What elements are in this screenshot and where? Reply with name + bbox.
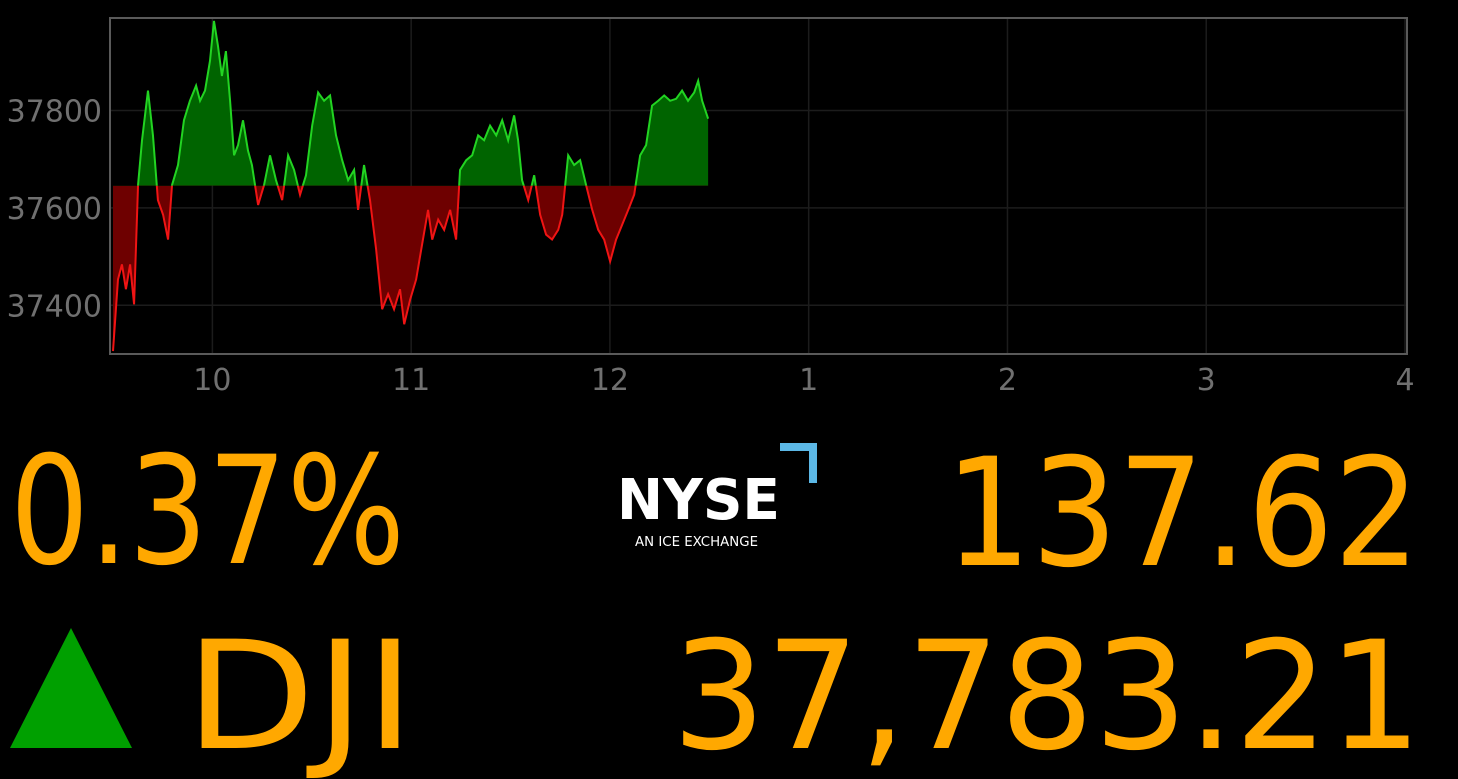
x-tick-label: 4 xyxy=(1395,363,1414,398)
x-tick-label: 3 xyxy=(1197,363,1216,398)
last-price: 37,783.21 xyxy=(672,610,1422,779)
plot-frame xyxy=(109,17,1408,355)
nyse-logo: NYSE AN ICE EXCHANGE xyxy=(617,443,817,550)
x-tick-label: 2 xyxy=(998,363,1017,398)
y-tick-label: 37400 xyxy=(7,289,102,324)
logo-tagline: AN ICE EXCHANGE xyxy=(635,535,758,550)
y-tick-label: 37800 xyxy=(7,95,102,130)
change: 137.62 xyxy=(945,427,1420,601)
logo-name: NYSE xyxy=(617,468,780,533)
x-tick-label: 10 xyxy=(193,363,231,398)
symbol: DJI xyxy=(185,610,415,779)
x-tick-label: 11 xyxy=(392,363,430,398)
up-arrow xyxy=(10,628,132,748)
area-up xyxy=(113,20,709,186)
x-tick-label: 12 xyxy=(591,363,629,398)
area-down xyxy=(113,185,636,352)
change-percent: 0.37% xyxy=(10,425,405,599)
logo-bracket xyxy=(780,443,817,483)
y-tick-label: 37600 xyxy=(7,192,102,227)
line-down xyxy=(112,185,637,352)
line-up xyxy=(137,20,710,186)
x-tick-label: 1 xyxy=(799,363,818,398)
